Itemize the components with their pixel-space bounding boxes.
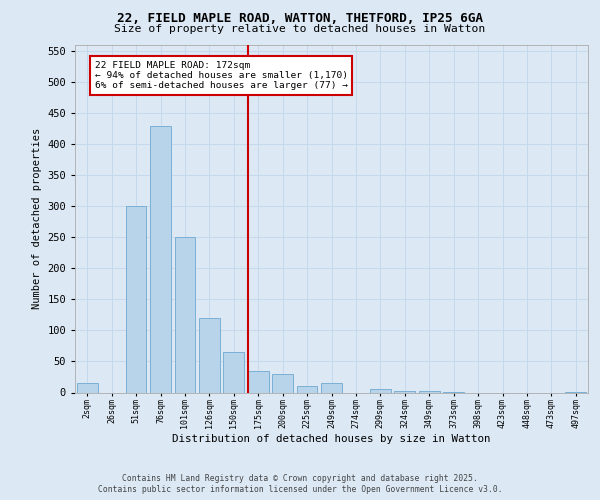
Bar <box>223 352 244 393</box>
Bar <box>125 206 146 392</box>
Text: 22 FIELD MAPLE ROAD: 172sqm
← 94% of detached houses are smaller (1,170)
6% of s: 22 FIELD MAPLE ROAD: 172sqm ← 94% of det… <box>95 60 347 90</box>
Text: 22, FIELD MAPLE ROAD, WATTON, THETFORD, IP25 6GA: 22, FIELD MAPLE ROAD, WATTON, THETFORD, … <box>117 12 483 24</box>
Text: Size of property relative to detached houses in Watton: Size of property relative to detached ho… <box>115 24 485 34</box>
Bar <box>150 126 171 392</box>
Bar <box>296 386 317 392</box>
X-axis label: Distribution of detached houses by size in Watton: Distribution of detached houses by size … <box>172 434 491 444</box>
Bar <box>321 383 342 392</box>
Bar <box>248 371 269 392</box>
Bar <box>199 318 220 392</box>
Text: Contains HM Land Registry data © Crown copyright and database right 2025.
Contai: Contains HM Land Registry data © Crown c… <box>98 474 502 494</box>
Bar <box>370 390 391 392</box>
Bar <box>272 374 293 392</box>
Bar <box>77 383 98 392</box>
Y-axis label: Number of detached properties: Number of detached properties <box>32 128 41 310</box>
Bar <box>175 238 196 392</box>
